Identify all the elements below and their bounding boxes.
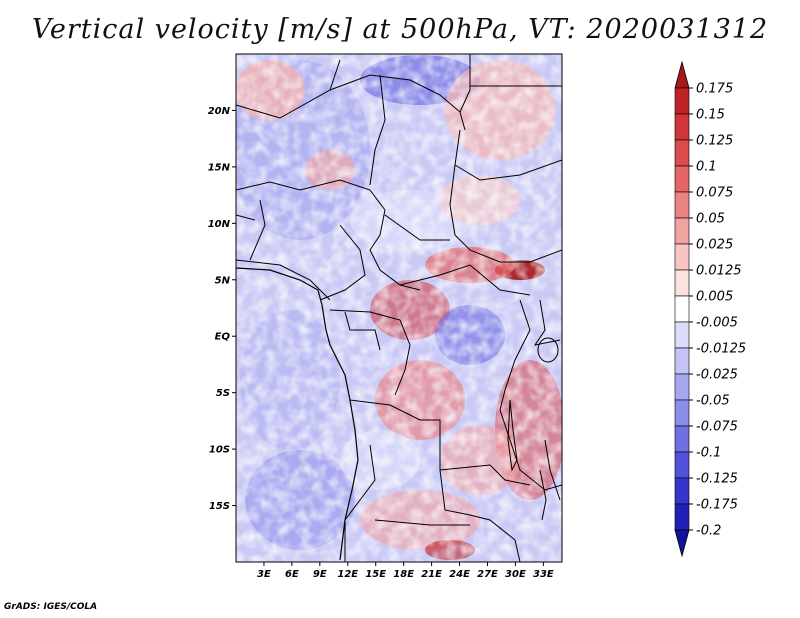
lat-tick-label: 10S: [209, 445, 230, 456]
border-line: [236, 259, 331, 301]
colorbar-segment: [674, 503, 690, 531]
colorbar-segment: [674, 451, 690, 479]
colorbar-segment: [674, 373, 690, 401]
colorbar-segment: [674, 425, 690, 453]
colorbar-segment: [674, 87, 690, 115]
colorbar-label: 0.005: [696, 290, 733, 305]
colorbar-segment: [674, 191, 690, 219]
coastline: [236, 267, 359, 561]
border-line: [449, 129, 562, 263]
colorbar-label: 0.15: [696, 108, 725, 123]
border-line: [369, 209, 421, 291]
border-line: [329, 309, 411, 396]
lon-tick-label: 21E: [421, 569, 442, 580]
border-line: [236, 179, 386, 211]
latitude-axis: 20N 15N 10N 5N EQ 5S 10S 15S: [208, 106, 236, 512]
colorbar-label: -0.175: [696, 498, 738, 513]
lon-tick-label: 30E: [505, 569, 526, 580]
lon-tick-label: 12E: [337, 569, 358, 580]
colorbar-segment: [674, 477, 690, 505]
colorbar-segment: [674, 321, 690, 349]
colorbar-segment: [674, 243, 690, 271]
border-line: [544, 439, 561, 501]
lon-tick-label: 27E: [477, 569, 498, 580]
lat-tick-label: 20N: [208, 106, 231, 117]
border-line: [236, 214, 256, 221]
border-line: [344, 311, 381, 351]
field-noise: [236, 54, 562, 562]
lon-tick-label: 3E: [257, 569, 271, 580]
colorbar-label: -0.2: [696, 524, 721, 539]
map-title: Vertical velocity [m/s] at 500hPa, VT: 2…: [31, 14, 769, 45]
border-line: [369, 74, 386, 186]
lake-victoria: [537, 337, 559, 363]
colorbar-label: 0.1: [696, 160, 717, 175]
lon-tick-label: 9E: [313, 569, 327, 580]
country-borders: [236, 54, 562, 562]
border-line: [499, 299, 531, 411]
lon-tick-label: 6E: [285, 569, 299, 580]
colorbar-segment: [674, 399, 690, 427]
colorbar-segment: [674, 347, 690, 375]
lake-tanganyika: [507, 399, 518, 472]
colorbar-segment: [674, 165, 690, 193]
lon-tick-label: 18E: [393, 569, 414, 580]
colorbar: 0.175 0.15 0.125 0.1 0.075 0.05 0.025 0.0125 0.0…: [674, 60, 746, 558]
border-line: [384, 214, 450, 241]
border-line: [319, 224, 366, 301]
border-line: [533, 299, 561, 346]
lat-tick-label: EQ: [215, 332, 231, 343]
lat-tick-label: 5N: [215, 275, 231, 286]
colorbar-label: -0.005: [696, 316, 738, 331]
lake-malawi: [539, 469, 547, 521]
colorbar-label: 0.05: [696, 212, 725, 227]
colorbar-label: 0.025: [696, 238, 733, 253]
border-line: [439, 464, 531, 486]
colorbar-label: 0.125: [696, 134, 733, 149]
colorbar-label: -0.075: [696, 420, 738, 435]
lon-tick-label: 15E: [365, 569, 386, 580]
plot-frame: [235, 53, 563, 563]
colorbar-segment: [674, 139, 690, 167]
border-line: [344, 444, 376, 562]
colorbar-label: 0.075: [696, 186, 733, 201]
border-line: [454, 159, 562, 181]
lat-tick-label: 5S: [216, 388, 230, 399]
colorbar-label: 0.175: [696, 82, 733, 97]
colorbar-bottom-arrow: [674, 529, 690, 558]
longitude-axis: 3E 6E 9E 12E 15E 18E 21E 24E 27E 30E 33E: [257, 562, 554, 580]
border-line: [329, 59, 341, 91]
lon-tick-label: 24E: [449, 569, 470, 580]
border-line: [249, 199, 266, 261]
lon-tick-label: 33E: [533, 569, 554, 580]
border-line: [499, 409, 562, 491]
colorbar-label: -0.1: [696, 446, 721, 461]
lat-tick-label: 10N: [208, 219, 231, 230]
border-line: [236, 74, 466, 131]
border-line: [439, 469, 521, 562]
colorbar-label: 0.0125: [696, 264, 742, 279]
border-line: [349, 399, 441, 470]
border-line: [459, 54, 471, 113]
footer-credit: GrADS: IGES/COLA: [4, 602, 98, 612]
colorbar-segment: [674, 217, 690, 245]
colorbar-label: -0.05: [696, 394, 730, 409]
lat-tick-label: 15S: [209, 501, 230, 512]
colorbar-label: -0.0125: [696, 342, 746, 357]
colorbar-label: -0.025: [696, 368, 738, 383]
colorbar-segment: [674, 113, 690, 141]
border-line: [399, 264, 531, 296]
velocity-field: [236, 54, 562, 562]
colorbar-label: -0.125: [696, 472, 738, 487]
border-line: [374, 519, 470, 526]
lat-tick-label: 15N: [208, 162, 231, 173]
colorbar-top-arrow: [674, 60, 690, 89]
colorbar-segment: [674, 295, 690, 323]
colorbar-segment: [674, 269, 690, 297]
